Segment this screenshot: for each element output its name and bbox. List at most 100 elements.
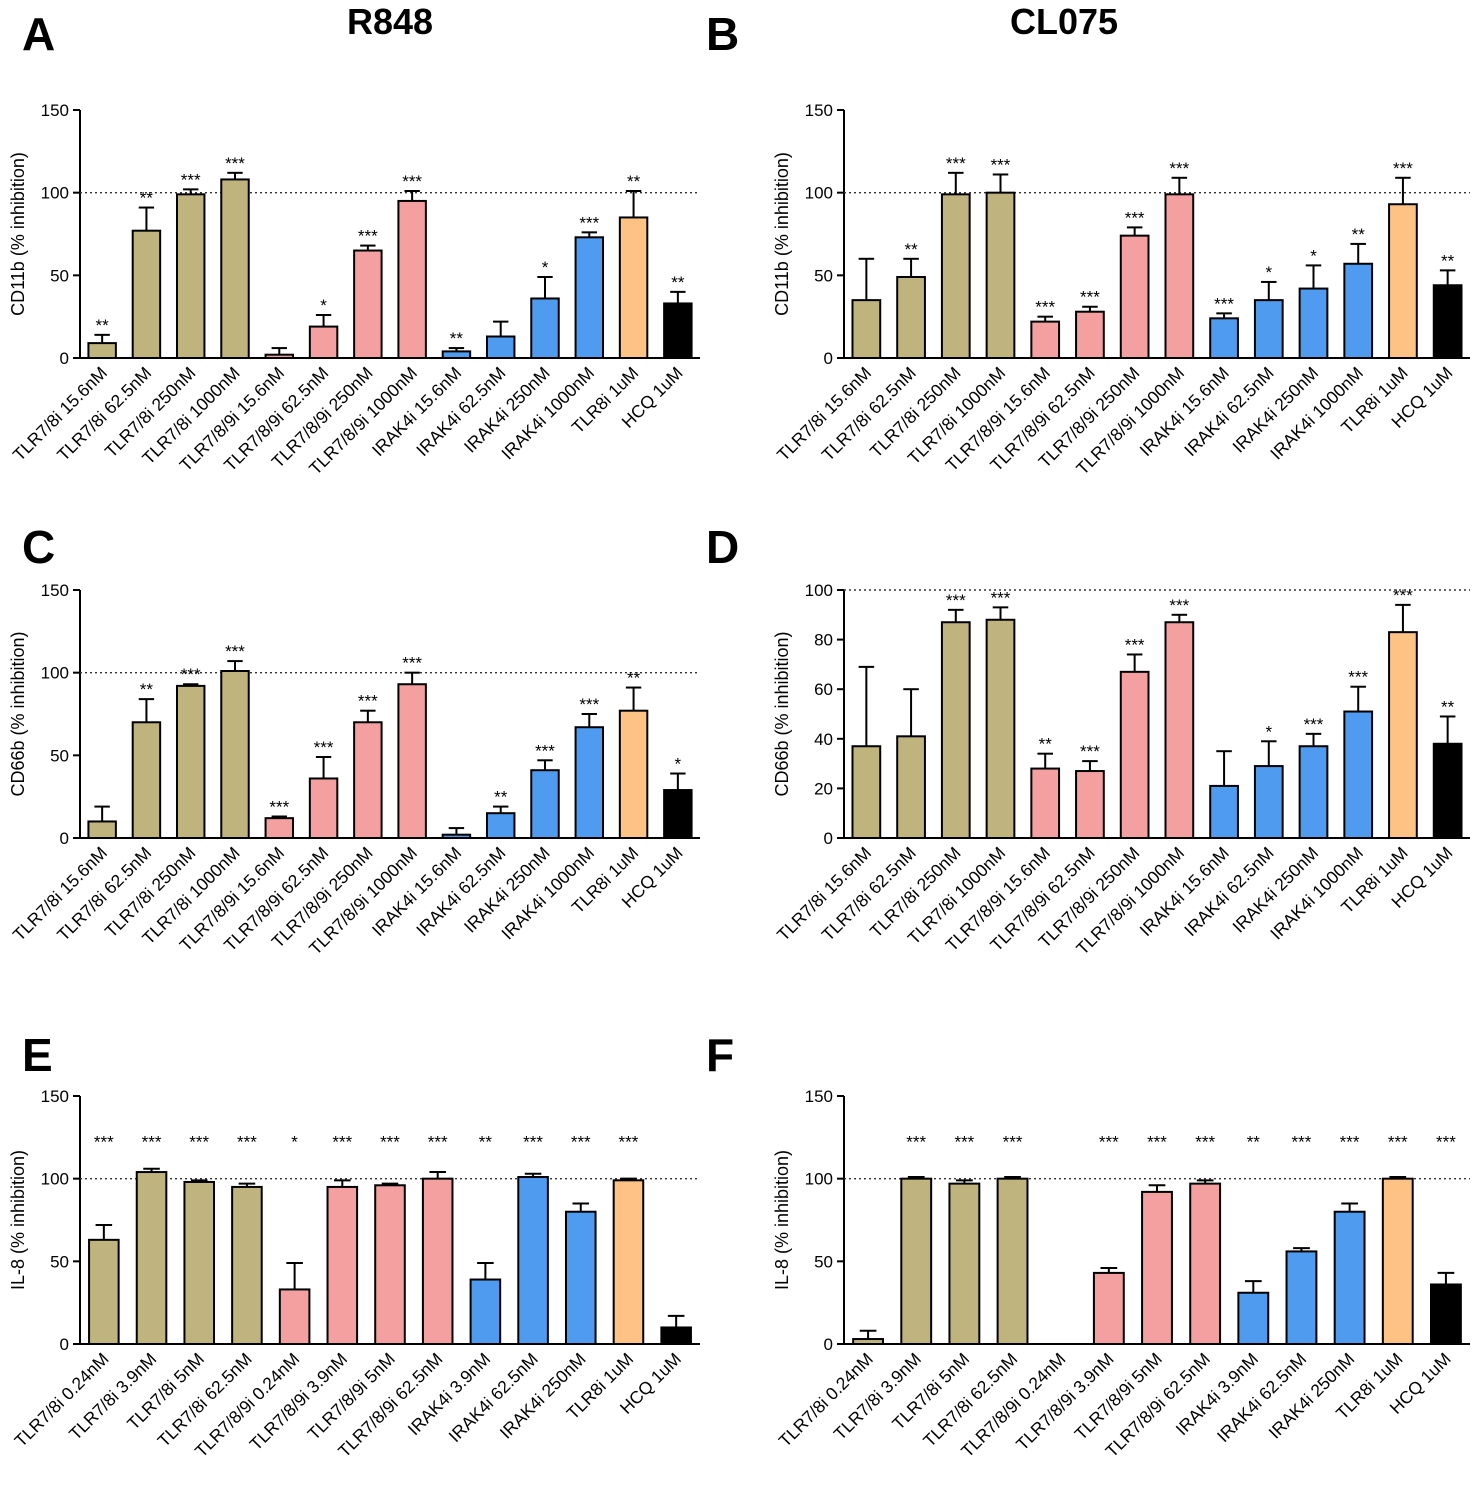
- bar-B-3[interactable]: [985, 191, 1016, 359]
- bar-B-6[interactable]: [1119, 234, 1150, 359]
- bar-A-11[interactable]: [574, 236, 605, 360]
- significance-F-10: ***: [1340, 1133, 1360, 1152]
- bar-C-13[interactable]: [663, 789, 693, 840]
- bar-D-6[interactable]: [1119, 670, 1150, 840]
- bar-F-11[interactable]: [1381, 1177, 1414, 1345]
- bar-F-0[interactable]: [852, 1338, 885, 1346]
- bar-E-1[interactable]: [135, 1171, 168, 1346]
- bar-C-1[interactable]: [131, 721, 162, 839]
- bar-B-1[interactable]: [896, 275, 926, 359]
- bar-B-8[interactable]: [1209, 317, 1239, 360]
- bar-E-5[interactable]: [326, 1185, 359, 1346]
- bar-A-2[interactable]: [175, 193, 206, 359]
- bar-C-4[interactable]: [264, 817, 295, 839]
- bar-A-0[interactable]: [87, 342, 117, 359]
- bar-D-2[interactable]: [940, 621, 971, 839]
- significance-E-1: ***: [142, 1133, 162, 1152]
- bar-B-12[interactable]: [1388, 203, 1418, 359]
- y-tick-label-F-100: 100: [805, 1170, 833, 1189]
- bar-C-5[interactable]: [308, 777, 339, 839]
- bar-D-4[interactable]: [1030, 767, 1061, 839]
- bar-D-1[interactable]: [896, 735, 926, 840]
- significance-F-7: ***: [1195, 1133, 1215, 1152]
- bar-C-10[interactable]: [530, 769, 560, 839]
- bar-E-12[interactable]: [660, 1326, 692, 1346]
- bar-F-10[interactable]: [1333, 1210, 1366, 1345]
- bar-E-4[interactable]: [278, 1288, 311, 1345]
- bar-A-6[interactable]: [353, 249, 383, 360]
- bar-F-9[interactable]: [1285, 1250, 1318, 1345]
- bar-A-4[interactable]: [264, 353, 295, 359]
- bar-E-11[interactable]: [612, 1179, 645, 1345]
- significance-C-3: ***: [225, 642, 245, 661]
- bar-B-10[interactable]: [1298, 287, 1329, 359]
- bar-C-6[interactable]: [353, 721, 383, 839]
- bar-F-2[interactable]: [948, 1182, 981, 1346]
- bar-D-0[interactable]: [851, 745, 882, 839]
- bar-E-9[interactable]: [517, 1176, 549, 1345]
- bar-B-9[interactable]: [1253, 299, 1284, 359]
- bar-A-9[interactable]: [485, 335, 516, 359]
- bar-C-7[interactable]: [397, 683, 427, 839]
- bar-D-12[interactable]: [1388, 631, 1418, 839]
- bar-D-9[interactable]: [1253, 765, 1284, 840]
- bar-A-10[interactable]: [530, 297, 560, 360]
- bar-A-8[interactable]: [441, 350, 472, 359]
- bar-E-8[interactable]: [469, 1278, 502, 1346]
- bar-B-5[interactable]: [1075, 310, 1105, 359]
- significance-D-11: ***: [1348, 668, 1368, 687]
- bar-F-6[interactable]: [1141, 1190, 1173, 1345]
- bar-F-7[interactable]: [1189, 1182, 1222, 1346]
- bar-D-5[interactable]: [1075, 770, 1105, 839]
- bar-E-2[interactable]: [183, 1180, 216, 1346]
- bar-F-8[interactable]: [1237, 1291, 1270, 1346]
- bar-D-3[interactable]: [985, 618, 1016, 840]
- bar-E-0[interactable]: [88, 1238, 120, 1345]
- bar-D-10[interactable]: [1298, 745, 1329, 839]
- bar-A-12[interactable]: [618, 216, 649, 359]
- bar-F-3[interactable]: [996, 1177, 1029, 1345]
- bar-B-7[interactable]: [1164, 193, 1195, 359]
- bar-F-1[interactable]: [900, 1177, 933, 1345]
- bar-C-3[interactable]: [220, 670, 250, 839]
- bar-A-13[interactable]: [663, 302, 693, 360]
- y-axis-label-D: CD66b (% inhibition): [772, 631, 792, 796]
- bar-B-0[interactable]: [851, 299, 882, 359]
- bar-D-13[interactable]: [1432, 742, 1463, 840]
- y-tick-label-D-100: 100: [805, 581, 833, 600]
- bar-E-7[interactable]: [421, 1177, 454, 1345]
- significance-A-7: ***: [402, 172, 422, 191]
- bar-C-8[interactable]: [441, 833, 472, 840]
- bar-E-10[interactable]: [564, 1210, 597, 1345]
- bar-C-0[interactable]: [87, 820, 117, 840]
- y-tick-label-C-100: 100: [41, 664, 69, 683]
- significance-A-1: **: [140, 189, 154, 208]
- y-tick-label-B-50: 50: [814, 266, 833, 285]
- bar-F-5[interactable]: [1092, 1271, 1125, 1345]
- bar-E-3[interactable]: [231, 1185, 263, 1346]
- bar-A-1[interactable]: [131, 229, 162, 359]
- bar-F-12[interactable]: [1429, 1283, 1462, 1345]
- bar-A-7[interactable]: [397, 199, 427, 359]
- y-axis-label-F: IL-8 (% inhibition): [772, 1150, 792, 1290]
- significance-F-8: **: [1247, 1133, 1261, 1152]
- bar-B-13[interactable]: [1432, 284, 1463, 359]
- y-tick-label-D-40: 40: [814, 730, 833, 749]
- bar-D-7[interactable]: [1164, 621, 1195, 839]
- bar-E-6[interactable]: [374, 1184, 406, 1346]
- bar-C-11[interactable]: [574, 726, 605, 840]
- significance-B-3: ***: [991, 155, 1011, 174]
- bar-C-2[interactable]: [175, 684, 206, 839]
- bar-B-11[interactable]: [1343, 262, 1374, 360]
- significance-A-13: **: [671, 273, 685, 292]
- bar-A-3[interactable]: [220, 178, 250, 359]
- bar-C-9[interactable]: [485, 812, 516, 840]
- significance-E-4: *: [291, 1133, 298, 1152]
- header-cl075: CL075: [1010, 1, 1119, 42]
- bar-D-8[interactable]: [1209, 784, 1239, 839]
- bar-A-5[interactable]: [308, 325, 339, 360]
- bar-D-11[interactable]: [1343, 710, 1374, 840]
- bar-B-2[interactable]: [940, 193, 971, 359]
- bar-C-12[interactable]: [618, 709, 649, 840]
- bar-B-4[interactable]: [1030, 320, 1061, 360]
